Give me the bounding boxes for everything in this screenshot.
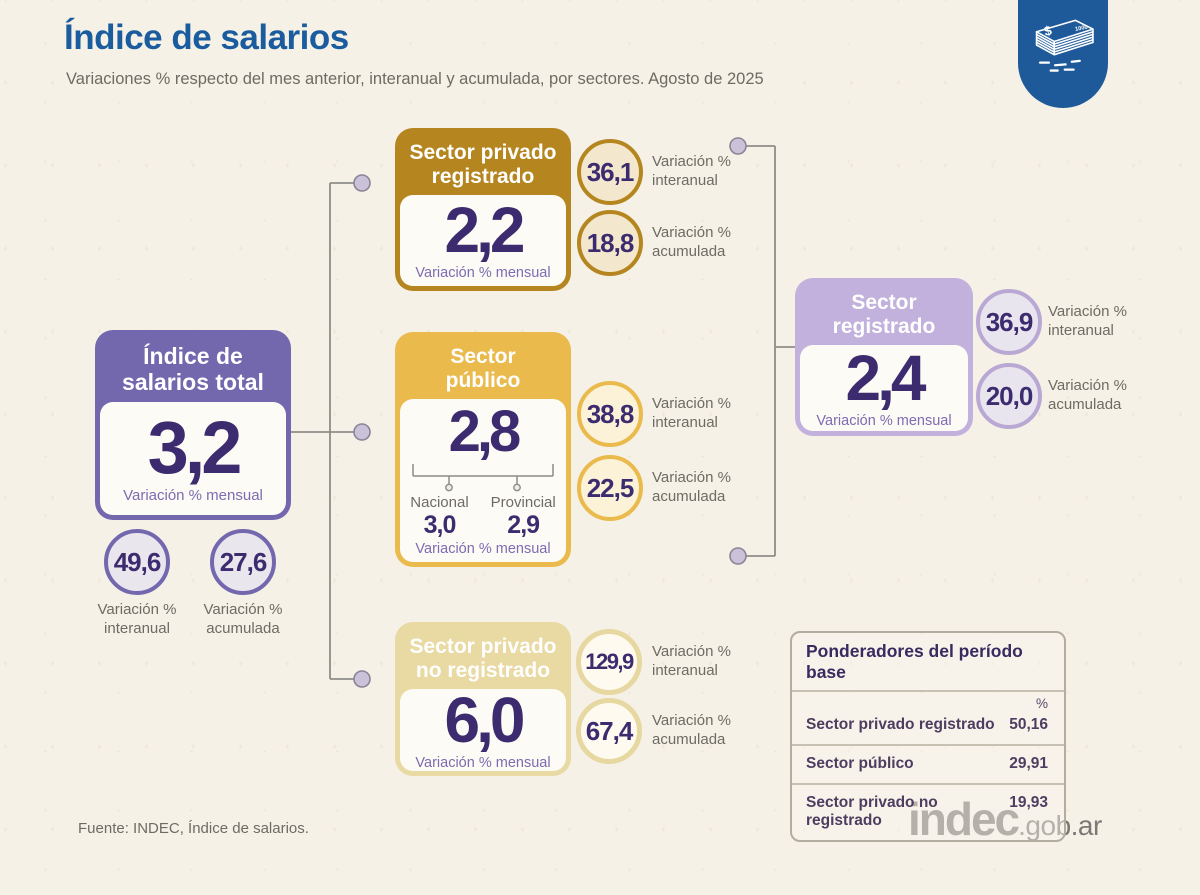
connector-node <box>729 547 747 565</box>
row-label: Sector privado no registrado <box>806 794 938 829</box>
money-banner: $ 1000 <box>1018 0 1108 108</box>
left-branch-line <box>290 182 354 680</box>
privado-registrado-acumulada-circle: 18,8 <box>577 210 643 276</box>
weights-table-title: Ponderadores del período base <box>792 633 1064 692</box>
privado-no-registrado-interanual-circle: 129,9 <box>576 629 642 695</box>
privado-no-registrado-monthly-value: 6,0 <box>444 683 526 756</box>
publico-interanual-circle: 38,8 <box>577 381 643 447</box>
table-row: Sector público 29,91 <box>792 744 1064 783</box>
indec-logo-main: indec <box>908 793 1020 845</box>
card-privado-no-registrado-body: 6,0 Variación % mensual <box>400 683 566 771</box>
total-interanual-circle: 49,6 <box>104 529 170 595</box>
connector-node <box>729 137 747 155</box>
nacional-label: Nacional <box>410 493 469 511</box>
card-registrado-title: Sector registrado <box>832 291 936 338</box>
row-value: 19,93 <box>1009 794 1048 811</box>
table-row: Sector privado registrado 50,16 <box>792 711 1064 744</box>
connector-node <box>353 423 371 441</box>
privado-registrado-monthly-label: Variación % mensual <box>415 265 551 282</box>
registrado-monthly-label: Variación % mensual <box>816 412 952 429</box>
provincial-value: 2,9 <box>507 510 540 539</box>
card-sector-privado-registrado: Sector privado registrado 2,2 Variación … <box>395 128 571 291</box>
privado-registrado-acumulada-label: Variación % acumulada <box>652 224 731 260</box>
registrado-interanual-label: Variación % interanual <box>1048 303 1127 339</box>
connector-node <box>353 174 371 192</box>
privado-no-registrado-monthly-label: Variación % mensual <box>415 754 551 771</box>
publico-interanual-value: 38,8 <box>586 398 635 429</box>
publico-acumulada-value: 22,5 <box>586 472 635 503</box>
page-title: Índice de salarios <box>64 18 349 57</box>
row-label: Sector público <box>806 755 914 772</box>
row-value: 50,16 <box>1009 716 1048 733</box>
row-value: 29,91 <box>1009 755 1048 772</box>
card-sector-registrado: Sector registrado 2,4 Variación % mensua… <box>795 278 973 436</box>
subdivision-nacional: Nacional 3,0 <box>410 494 468 540</box>
card-publico-body: 2,8 Nacional 3,0 Provincial 2,9 Variació… <box>400 399 566 562</box>
registrado-interanual-value: 36,9 <box>985 306 1034 337</box>
card-indice-total-title: Índice de salarios total <box>122 343 264 395</box>
money-stack-icon: $ 1000 <box>1035 19 1094 72</box>
page-subtitle: Variaciones % respecto del mes anterior,… <box>66 70 764 88</box>
publico-interanual-label: Variación % interanual <box>652 395 731 431</box>
subdivision-provincial: Provincial 2,9 <box>491 494 556 540</box>
total-interanual-label: Variación % interanual <box>97 601 177 637</box>
card-indice-total: Índice de salarios total 3,2 Variación %… <box>95 330 291 520</box>
row-label: Sector privado registrado <box>806 716 995 733</box>
privado-no-registrado-acumulada-value: 67,4 <box>585 715 634 746</box>
privado-registrado-monthly-value: 2,2 <box>444 194 526 267</box>
card-sector-privado-no-registrado: Sector privado no registrado 6,0 Variaci… <box>395 622 571 776</box>
currency-symbol: $ <box>1042 23 1053 39</box>
total-monthly-label: Variación % mensual <box>123 487 263 505</box>
table-row: Sector privado no registrado 19,93 <box>792 783 1064 840</box>
total-acumulada-value: 27,6 <box>219 546 268 577</box>
publico-acumulada-circle: 22,5 <box>577 455 643 521</box>
source-note: Fuente: INDEC, Índice de salarios. <box>78 820 309 837</box>
total-monthly-value: 3,2 <box>147 405 243 489</box>
card-privado-no-registrado-title: Sector privado no registrado <box>409 635 557 682</box>
card-privado-registrado-body: 2,2 Variación % mensual <box>400 195 566 286</box>
subdivision-bracket <box>412 463 554 491</box>
right-branch-line <box>746 145 795 557</box>
registrado-monthly-value: 2,4 <box>845 341 927 414</box>
provincial-label: Provincial <box>490 493 556 511</box>
card-publico-title: Sector público <box>445 345 521 392</box>
publico-monthly-label: Variación % mensual <box>415 541 551 558</box>
nacional-value: 3,0 <box>423 510 457 539</box>
weights-table-unit-header: % <box>1035 696 1048 711</box>
registrado-acumulada-value: 20,0 <box>985 380 1034 411</box>
publico-acumulada-label: Variación % acumulada <box>652 469 731 505</box>
publico-monthly-value: 2,8 <box>448 399 522 465</box>
privado-no-registrado-interanual-value: 129,9 <box>585 649 634 674</box>
bill-denomination: 1000 <box>1075 25 1089 33</box>
privado-registrado-interanual-label: Variación % interanual <box>652 153 731 189</box>
card-sector-publico: Sector público 2,8 Nacional 3,0 Provinci… <box>395 332 571 567</box>
card-indice-total-body: 3,2 Variación % mensual <box>100 401 286 515</box>
total-interanual-value: 49,6 <box>113 546 162 577</box>
privado-no-registrado-interanual-label: Variación % interanual <box>652 643 731 679</box>
privado-registrado-acumulada-value: 18,8 <box>586 227 635 258</box>
privado-no-registrado-acumulada-label: Variación % acumulada <box>652 712 731 748</box>
card-registrado-body: 2,4 Variación % mensual <box>800 345 968 431</box>
publico-subdivisions: Nacional 3,0 Provincial 2,9 <box>410 494 555 540</box>
registrado-interanual-circle: 36,9 <box>976 289 1042 355</box>
total-acumulada-label: Variación % acumulada <box>203 601 283 637</box>
registrado-acumulada-label: Variación % acumulada <box>1048 377 1127 413</box>
total-acumulada-circle: 27,6 <box>210 529 276 595</box>
weights-table: Ponderadores del período base % Sector p… <box>790 631 1066 842</box>
privado-registrado-interanual-value: 36,1 <box>586 156 635 187</box>
card-privado-registrado-title: Sector privado registrado <box>409 141 557 188</box>
privado-registrado-interanual-circle: 36,1 <box>577 139 643 205</box>
privado-no-registrado-acumulada-circle: 67,4 <box>576 698 642 764</box>
connector-node <box>353 670 371 688</box>
registrado-acumulada-circle: 20,0 <box>976 363 1042 429</box>
